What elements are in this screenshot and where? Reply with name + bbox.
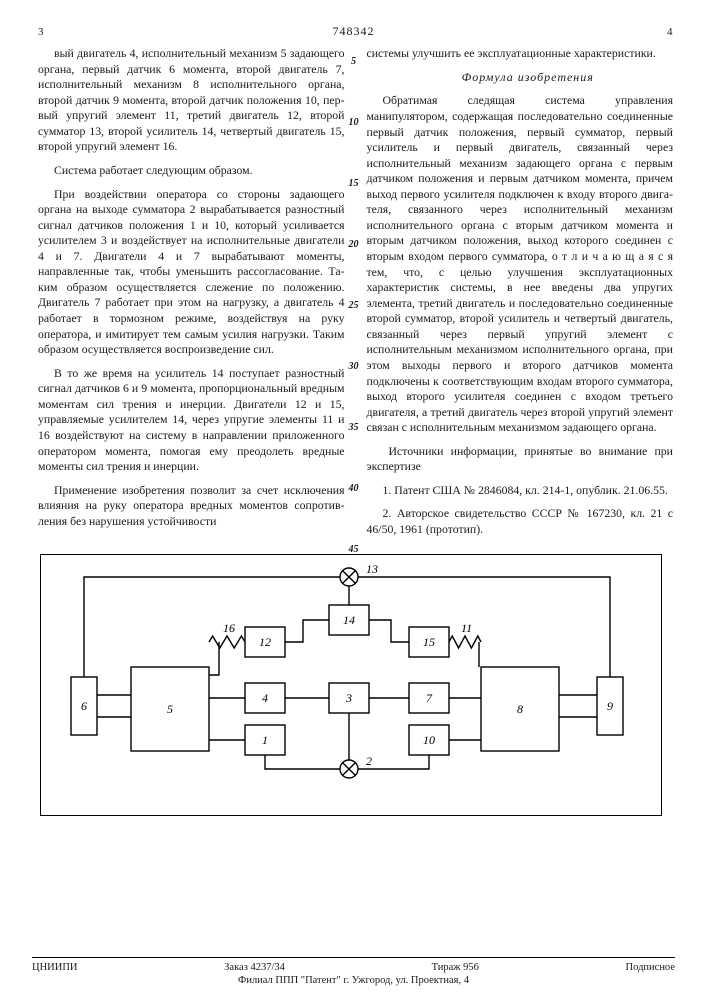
svg-text:6: 6 (81, 699, 87, 713)
svg-text:2: 2 (366, 754, 372, 768)
svg-text:10: 10 (423, 733, 435, 747)
paragraph: системы улучшить ее эксплуатационные хар… (367, 46, 674, 62)
paragraph: При воздействии оператора со сто­роны за… (38, 187, 345, 358)
page-col-num-left: 3 (38, 26, 44, 38)
svg-text:3: 3 (345, 691, 352, 705)
svg-text:15: 15 (423, 635, 435, 649)
block-diagram: 65141231415710891321611 (40, 554, 662, 816)
paragraph: В то же время на усилитель 14 поступает … (38, 366, 345, 475)
svg-text:12: 12 (259, 635, 271, 649)
svg-text:5: 5 (167, 702, 173, 716)
line-marker: 10 (349, 117, 359, 128)
paragraph: Система работает следующим обра­зом. (38, 163, 345, 179)
svg-text:13: 13 (366, 562, 378, 576)
page-col-num-right: 4 (667, 26, 673, 38)
reference-item: 2. Авторское свидетельство СССР № 167230… (367, 506, 674, 537)
left-column: вый двигатель 4, исполнительный ме­ханиз… (38, 46, 345, 546)
footer-subscription: Подписное (626, 962, 675, 973)
svg-text:14: 14 (343, 613, 355, 627)
reference-item: 1. Патент США № 2846084, кл. 214-1, опуб… (367, 483, 674, 499)
svg-text:4: 4 (262, 691, 268, 705)
right-column: системы улучшить ее эксплуатационные хар… (367, 46, 674, 546)
line-number-gutter: 5 10 15 20 25 30 35 40 45 (349, 56, 359, 555)
line-marker: 25 (349, 300, 359, 311)
paragraph: вый двигатель 4, исполнительный ме­ханиз… (38, 46, 345, 155)
line-marker: 40 (349, 483, 359, 494)
svg-text:8: 8 (517, 702, 523, 716)
paragraph: Применение изобретения позволит за счет … (38, 483, 345, 530)
footer-circulation: Тираж 956 (432, 962, 479, 973)
imprint-footer: ЦНИИПИ Заказ 4237/34 Тираж 956 Подписное… (32, 957, 675, 986)
line-marker: 5 (349, 56, 359, 67)
line-marker: 30 (349, 361, 359, 372)
diagram-svg: 65141231415710891321611 (41, 555, 661, 815)
line-marker: 35 (349, 422, 359, 433)
claims-heading: Формула изобретения (367, 70, 674, 86)
patent-page: 3 4 748342 5 10 15 20 25 30 35 40 45 вый… (0, 0, 707, 1000)
footer-order: Заказ 4237/34 (224, 962, 285, 973)
svg-text:7: 7 (426, 691, 433, 705)
svg-text:11: 11 (461, 621, 472, 635)
patent-number: 748342 (333, 24, 375, 39)
references-heading: Источники информации, принятые во вниман… (367, 444, 674, 475)
footer-row-1: ЦНИИПИ Заказ 4237/34 Тираж 956 Подписное (32, 962, 675, 973)
claim-paragraph: Обратимая следящая система управ­ления м… (367, 93, 674, 435)
line-marker: 15 (349, 178, 359, 189)
svg-text:9: 9 (607, 699, 613, 713)
footer-address: Филиал ППП "Патент" г. Ужгород, ул. Прое… (32, 975, 675, 986)
svg-text:1: 1 (262, 733, 268, 747)
svg-text:16: 16 (223, 621, 235, 635)
line-marker: 20 (349, 239, 359, 250)
footer-publisher: ЦНИИПИ (32, 962, 78, 973)
